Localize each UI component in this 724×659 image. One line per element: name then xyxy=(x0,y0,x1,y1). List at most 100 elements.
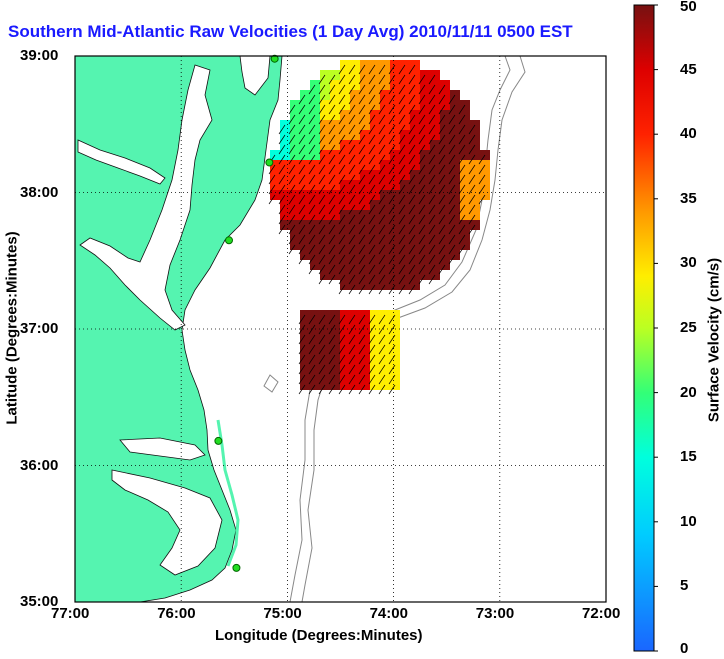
x-axis-label: Longitude (Degrees:Minutes) xyxy=(215,627,423,644)
velocity-arrow xyxy=(338,254,346,265)
velocity-arrow xyxy=(298,344,306,355)
velocity-arrow xyxy=(338,374,346,385)
velocity-arrow xyxy=(388,64,396,75)
velocity-arrow xyxy=(338,234,346,245)
x-tick-label: 74:00 xyxy=(369,605,408,622)
velocity-arrow xyxy=(328,104,336,115)
velocity-arrow xyxy=(328,364,336,375)
velocity-arrow xyxy=(418,174,426,185)
radar-station-marker xyxy=(232,563,241,572)
velocity-arrow xyxy=(318,84,326,95)
velocity-arrow xyxy=(458,104,466,115)
potomac-river xyxy=(77,139,166,185)
velocity-arrow xyxy=(328,144,336,155)
velocity-arrow xyxy=(358,274,366,285)
velocity-arrow xyxy=(448,154,456,165)
velocity-arrow xyxy=(408,124,416,135)
velocity-arrow xyxy=(348,194,356,205)
velocity-arrow xyxy=(368,264,376,275)
velocity-arrow xyxy=(338,324,346,335)
velocity-arrow xyxy=(298,164,306,175)
velocity-arrow xyxy=(268,184,276,195)
velocity-arrow xyxy=(368,174,376,185)
velocity-arrow xyxy=(448,174,456,185)
velocity-arrow xyxy=(468,164,476,175)
velocity-arrow xyxy=(358,244,366,255)
velocity-arrow xyxy=(328,314,336,325)
velocity-arrow xyxy=(368,254,376,265)
velocity-arrow xyxy=(328,224,336,235)
velocity-arrow xyxy=(298,364,306,375)
velocity-arrow xyxy=(318,204,326,215)
velocity-arrow xyxy=(268,164,276,175)
velocity-arrow xyxy=(318,234,326,245)
velocity-arrow xyxy=(308,334,316,345)
velocity-arrow xyxy=(378,384,386,395)
velocity-arrow xyxy=(358,284,366,295)
velocity-arrow xyxy=(468,224,476,235)
velocity-arrow xyxy=(338,264,346,275)
velocity-arrow xyxy=(318,324,326,335)
velocity-arrow xyxy=(318,94,326,105)
velocity-arrow xyxy=(368,244,376,255)
velocity-arrow xyxy=(288,204,296,215)
velocity-arrow xyxy=(338,104,346,115)
velocity-arrow xyxy=(368,194,376,205)
velocity-arrow xyxy=(438,264,446,275)
velocity-arrow xyxy=(278,154,286,165)
velocity-arrow xyxy=(308,204,316,215)
velocity-arrow xyxy=(368,144,376,155)
velocity-arrow xyxy=(308,194,316,205)
x-tick-label: 73:00 xyxy=(475,605,515,622)
velocity-arrow xyxy=(338,204,346,215)
velocity-arrow xyxy=(278,224,286,235)
velocity-arrow xyxy=(358,174,366,185)
velocity-arrow xyxy=(398,124,406,135)
velocity-arrow xyxy=(428,194,436,205)
x-tick-label: 76:00 xyxy=(157,605,196,622)
velocity-arrow xyxy=(288,234,296,245)
velocity-arrow xyxy=(358,124,366,135)
velocity-arrow xyxy=(418,154,426,165)
colorbar-tick-label: 0 xyxy=(680,640,689,657)
velocity-arrow xyxy=(328,194,336,205)
velocity-arrow xyxy=(378,334,386,345)
velocity-arrow xyxy=(368,374,376,385)
velocity-arrow xyxy=(388,264,396,275)
velocity-arrow xyxy=(388,324,396,335)
velocity-arrow xyxy=(318,104,326,115)
velocity-arrow xyxy=(398,154,406,165)
velocity-arrow xyxy=(468,174,476,185)
velocity-arrow xyxy=(438,234,446,245)
velocity-arrow xyxy=(298,374,306,385)
velocity-arrow xyxy=(418,214,426,225)
velocity-arrow xyxy=(448,134,456,145)
velocity-arrow xyxy=(318,124,326,135)
velocity-arrow xyxy=(418,164,426,175)
velocity-arrow xyxy=(338,64,346,75)
velocity-arrow xyxy=(308,234,316,245)
pamlico-sound xyxy=(111,469,223,576)
velocity-arrow xyxy=(448,204,456,215)
velocity-arrow xyxy=(348,364,356,375)
velocity-arrow xyxy=(478,164,486,175)
velocity-arrow xyxy=(348,244,356,255)
velocity-arrow xyxy=(458,154,466,165)
velocity-arrow xyxy=(378,64,386,75)
velocity-arrow xyxy=(438,174,446,185)
velocity-arrow xyxy=(318,214,326,225)
velocity-arrow xyxy=(358,94,366,105)
velocity-arrow xyxy=(368,204,376,215)
velocity-arrow xyxy=(368,104,376,115)
velocity-arrow xyxy=(308,254,316,265)
velocity-arrow xyxy=(318,254,326,265)
velocity-arrow xyxy=(408,114,416,125)
velocity-arrow xyxy=(438,134,446,145)
velocity-arrow xyxy=(358,354,366,365)
velocity-arrow xyxy=(428,224,436,235)
velocity-arrow xyxy=(468,124,476,135)
velocity-arrow xyxy=(368,384,376,395)
velocity-arrow xyxy=(368,164,376,175)
radar-station-marker xyxy=(265,158,274,167)
velocity-arrow xyxy=(388,184,396,195)
